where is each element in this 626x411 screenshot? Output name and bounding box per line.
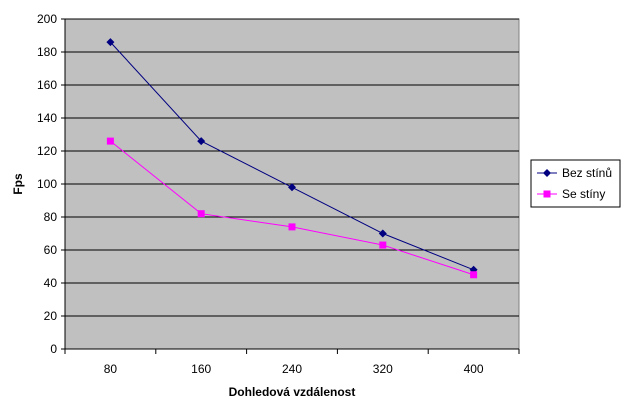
x-tick-label: 400 [464, 362, 484, 376]
legend-label: Bez stínů [562, 166, 612, 180]
series-2 [106, 137, 478, 279]
legend-item: Se stíny [537, 187, 605, 201]
data-point [379, 241, 387, 249]
y-tick-label: 140 [37, 111, 57, 125]
data-point [197, 137, 206, 146]
y-tick-label: 160 [37, 78, 57, 92]
legend-label: Se stíny [562, 187, 605, 201]
y-tick-label: 180 [37, 45, 57, 59]
y-tick-label: 40 [44, 276, 58, 290]
legend-box [530, 159, 621, 208]
y-tick-label: 0 [50, 342, 57, 356]
y-tick-label: 60 [44, 243, 58, 257]
x-axis-title: Dohledová vzdálenost [229, 385, 356, 399]
data-point [197, 210, 205, 218]
data-point [106, 38, 115, 47]
x-tick-label: 240 [282, 362, 302, 376]
legend-marker [543, 169, 551, 177]
legend-marker [543, 190, 551, 198]
y-tick-label: 20 [44, 309, 58, 323]
x-tick-label: 320 [373, 362, 393, 376]
y-tick-label: 100 [37, 177, 57, 191]
data-point [106, 137, 114, 145]
legend-item: Bez stínů [537, 166, 612, 180]
y-tick-label: 120 [37, 144, 57, 158]
x-axis-ticks: 80 160 240 320 400 [64, 349, 520, 376]
data-point [378, 229, 387, 238]
y-axis-ticks: 0 20 40 60 80 100 120 140 160 180 200 [37, 12, 65, 356]
data-point [288, 183, 296, 192]
y-tick-label: 80 [44, 210, 58, 224]
legend: Bez stínů Se stíny [530, 159, 621, 208]
x-tick-label: 160 [191, 362, 211, 376]
data-point [288, 223, 296, 231]
y-tick-label: 200 [37, 12, 57, 26]
gridlines [65, 18, 519, 317]
series-1 [106, 38, 478, 274]
x-tick-label: 80 [104, 362, 118, 376]
series-layer [106, 38, 478, 279]
y-axis-title: Fps [11, 173, 25, 195]
data-point [470, 271, 478, 279]
